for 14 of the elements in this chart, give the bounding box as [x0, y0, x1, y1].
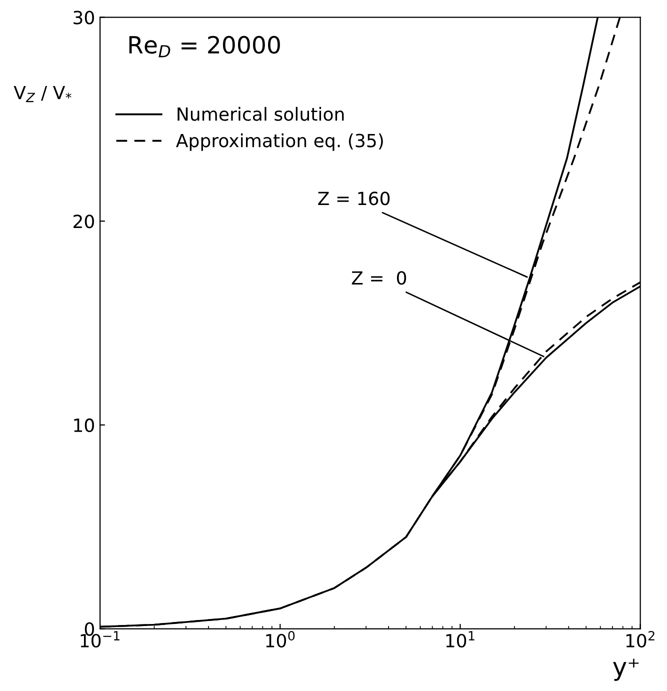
y-axis-title: V$_{Z}$ / V$_{*}$ — [14, 86, 72, 102]
annotation: Re$_{D}$ = 20000 — [129, 36, 280, 58]
y-tick-label: 10 — [74, 418, 94, 432]
x-tick-label: 10$^{1}$ — [446, 631, 474, 648]
annotation: Z = 0 — [352, 271, 406, 285]
x-tick-label: 10$^{2}$ — [626, 630, 654, 648]
legend-label: Numerical solution — [178, 106, 344, 121]
x-axis-title: y⁺ — [613, 658, 639, 681]
x-tick-label: 10$^{0}$ — [266, 630, 295, 648]
y-tick-label: 0 — [84, 622, 94, 636]
legend-label: Approximation eq. (35) — [176, 133, 383, 151]
y-tick-label: 20 — [74, 214, 94, 228]
y-tick-label: 30 — [74, 10, 94, 24]
annotation: Z = 160 — [318, 192, 390, 206]
